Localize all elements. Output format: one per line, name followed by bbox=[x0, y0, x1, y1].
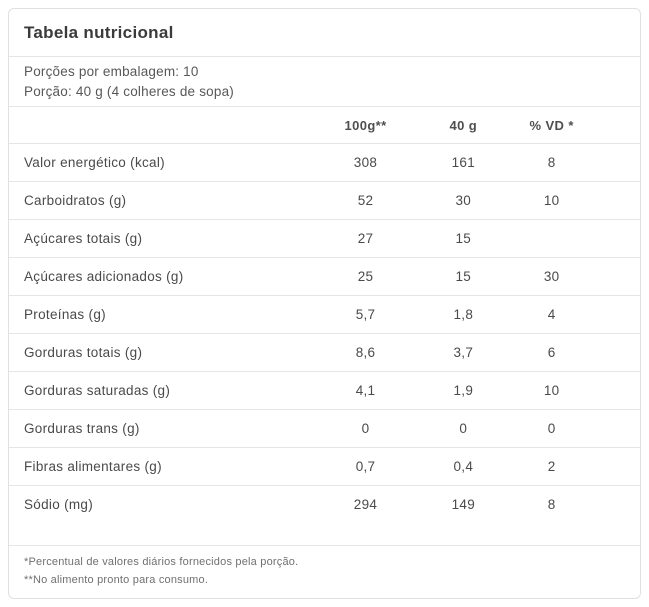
value-percent-vd: 6 bbox=[507, 333, 596, 372]
row-spacer bbox=[595, 447, 640, 486]
value-percent-vd: 8 bbox=[507, 143, 596, 182]
value-per-40g: 30 bbox=[419, 181, 508, 220]
value-per-40g: 0 bbox=[419, 409, 508, 448]
value-per-100g: 52 bbox=[311, 181, 420, 220]
value-per-100g: 27 bbox=[311, 219, 420, 258]
nutrient-label: Sódio (mg) bbox=[9, 485, 312, 545]
servings-per-package: Porções por embalagem: 10 bbox=[24, 64, 199, 79]
nutrient-label: Fibras alimentares (g) bbox=[9, 447, 312, 486]
serving-info: Porções por embalagem: 10 Porção: 40 g (… bbox=[9, 57, 640, 107]
nutrient-label: Carboidratos (g) bbox=[9, 181, 312, 220]
value-percent-vd: 0 bbox=[507, 409, 596, 448]
value-per-40g: 161 bbox=[419, 143, 508, 182]
row-spacer bbox=[595, 295, 640, 334]
table-row-proteinas: Proteínas (g) 5,7 1,8 4 bbox=[9, 295, 640, 334]
row-spacer bbox=[595, 143, 640, 182]
nutrient-label: Proteínas (g) bbox=[9, 295, 312, 334]
nutrient-label: Gorduras totais (g) bbox=[9, 333, 312, 372]
card-header: Tabela nutricional bbox=[9, 9, 640, 57]
value-per-100g: 0 bbox=[311, 409, 420, 448]
value-per-40g: 15 bbox=[419, 219, 508, 258]
row-spacer bbox=[595, 219, 640, 258]
header-per-40g: 40 g bbox=[449, 118, 478, 133]
row-spacer bbox=[595, 333, 640, 372]
portion-size: Porção: 40 g (4 colheres de sopa) bbox=[24, 84, 234, 99]
table-body: Valor energético (kcal) 308 161 8 Carboi… bbox=[9, 143, 640, 545]
value-per-100g: 0,7 bbox=[311, 447, 420, 486]
header-row: 100g** 40 g % VD * bbox=[9, 107, 640, 144]
nutrient-label: Açúcares totais (g) bbox=[9, 219, 312, 258]
value-per-100g: 8,6 bbox=[311, 333, 420, 372]
value-per-40g: 0,4 bbox=[419, 447, 508, 486]
value-per-100g: 294 bbox=[311, 485, 420, 545]
value-percent-vd: 2 bbox=[507, 447, 596, 486]
nutrient-label: Valor energético (kcal) bbox=[9, 143, 312, 182]
header-label-blank bbox=[9, 107, 312, 144]
table-row-gorduras-trans: Gorduras trans (g) 0 0 0 bbox=[9, 409, 640, 448]
value-per-40g: 1,9 bbox=[419, 371, 508, 410]
value-percent-vd: 30 bbox=[507, 257, 596, 296]
table-row-acucares-adicionados: Açúcares adicionados (g) 25 15 30 bbox=[9, 257, 640, 296]
table-header: 100g** 40 g % VD * bbox=[9, 107, 640, 144]
row-spacer bbox=[595, 181, 640, 220]
footnote-ready-to-eat: **No alimento pronto para consumo. bbox=[24, 574, 209, 586]
footnote-daily-values: *Percentual de valores diários fornecido… bbox=[24, 556, 299, 568]
value-per-40g: 149 bbox=[419, 485, 508, 545]
row-spacer bbox=[595, 257, 640, 296]
nutrient-label: Gorduras saturadas (g) bbox=[9, 371, 312, 410]
value-per-100g: 5,7 bbox=[311, 295, 420, 334]
nutrient-label: Gorduras trans (g) bbox=[9, 409, 312, 448]
footnote-section: *Percentual de valores diários fornecido… bbox=[9, 545, 640, 598]
row-spacer bbox=[595, 409, 640, 448]
header-spacer bbox=[596, 107, 640, 144]
value-per-40g: 3,7 bbox=[419, 333, 508, 372]
table-row-gorduras-saturadas: Gorduras saturadas (g) 4,1 1,9 10 bbox=[9, 371, 640, 410]
value-percent-vd: 8 bbox=[507, 485, 596, 545]
table-row-carboidratos: Carboidratos (g) 52 30 10 bbox=[9, 181, 640, 220]
table-row-acucares-totais: Açúcares totais (g) 27 15 bbox=[9, 219, 640, 258]
row-spacer bbox=[595, 485, 640, 545]
value-percent-vd: 10 bbox=[507, 371, 596, 410]
value-percent-vd: 4 bbox=[507, 295, 596, 334]
value-per-100g: 25 bbox=[311, 257, 420, 296]
value-per-100g: 4,1 bbox=[311, 371, 420, 410]
nutrition-facts-card: Tabela nutricional Porções por embalagem… bbox=[8, 8, 641, 599]
nutrient-label: Açúcares adicionados (g) bbox=[9, 257, 312, 296]
nutrition-table: 100g** 40 g % VD * Valor energético (kca… bbox=[9, 107, 640, 545]
value-percent-vd bbox=[507, 219, 596, 258]
header-percent-vd: % VD * bbox=[529, 118, 574, 133]
value-per-100g: 308 bbox=[311, 143, 420, 182]
table-row-valor-energetico: Valor energético (kcal) 308 161 8 bbox=[9, 143, 640, 182]
table-row-sodio: Sódio (mg) 294 149 8 bbox=[9, 485, 640, 545]
page-title: Tabela nutricional bbox=[24, 23, 174, 42]
header-per-100g: 100g** bbox=[344, 118, 387, 133]
table-row-gorduras-totais: Gorduras totais (g) 8,6 3,7 6 bbox=[9, 333, 640, 372]
value-percent-vd: 10 bbox=[507, 181, 596, 220]
table-row-fibras-alimentares: Fibras alimentares (g) 0,7 0,4 2 bbox=[9, 447, 640, 486]
value-per-40g: 15 bbox=[419, 257, 508, 296]
row-spacer bbox=[595, 371, 640, 410]
value-per-40g: 1,8 bbox=[419, 295, 508, 334]
